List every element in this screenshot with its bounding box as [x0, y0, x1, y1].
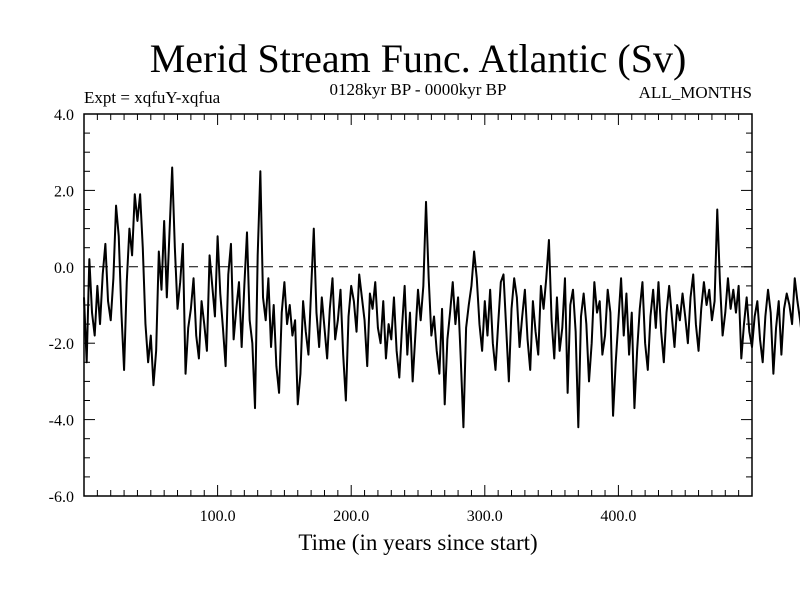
plot-frame: [83, 113, 753, 497]
experiment-label: Expt = xqfuY-xqfua: [84, 88, 221, 107]
series-line-0: [83, 166, 800, 429]
y-tick-label: -6.0: [49, 489, 74, 506]
y-tick-label: 0.0: [54, 260, 74, 277]
x-tick-label: 300.0: [467, 508, 503, 525]
time-range-label: 0128kyr BP - 0000kyr BP: [330, 80, 507, 99]
x-tick-label: 400.0: [600, 508, 636, 525]
x-tick-label: 200.0: [333, 508, 369, 525]
months-label: ALL_MONTHS: [639, 83, 752, 102]
x-tick-label: 100.0: [200, 508, 236, 525]
y-tick-label: -2.0: [49, 336, 74, 353]
x-axis-label: Time (in years since start): [298, 530, 537, 555]
y-tick-label: 4.0: [54, 107, 74, 124]
chart-title: Merid Stream Func. Atlantic (Sv): [150, 36, 687, 81]
y-tick-label: -4.0: [49, 413, 74, 430]
y-tick-label: 2.0: [54, 183, 74, 200]
